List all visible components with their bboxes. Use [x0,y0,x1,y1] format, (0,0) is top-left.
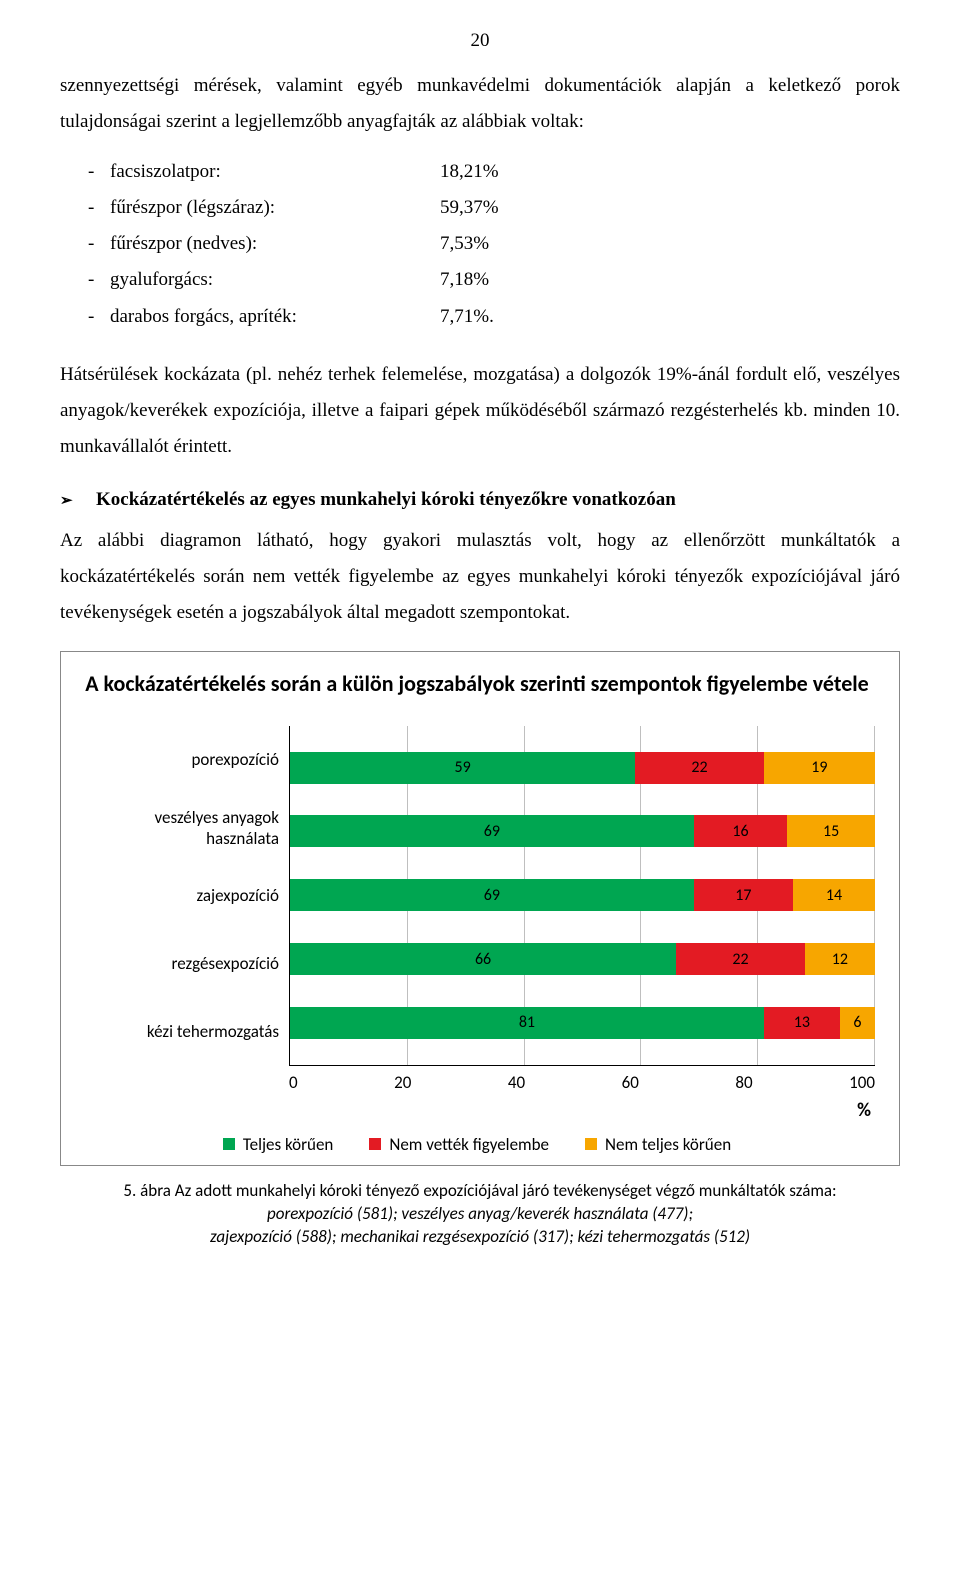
chart-category-label: veszélyes anyagok használata [79,798,279,858]
list-dash: - [88,190,110,226]
chart-legend: Teljes körűen Nem vették figyelembe Nem te… [79,1134,875,1155]
list-item: -fűrészpor (légszáraz):59,37% [88,190,900,226]
legend-swatch-icon [223,1138,235,1150]
chart-x-axis: 0 20 40 60 80 100 [289,1066,875,1093]
bar-segment: 22 [676,943,805,975]
bar-segment: 69 [290,815,694,847]
triangle-bullet-icon: ➢ [60,491,84,510]
list-item: -fűrészpor (nedves):7,53% [88,226,900,262]
legend-label: Nem teljes körűen [605,1134,731,1155]
list-label: gyaluforgács: [110,262,440,298]
chart-bars: 59221969161569171466221281136 [290,726,875,1065]
figure-number: 5. ábra [123,1180,174,1201]
bar-segment: 13 [764,1007,840,1039]
chart-y-axis-labels: porexpozíció veszélyes anyagok használata… [79,726,289,1066]
x-tick-label: 20 [394,1072,411,1093]
bar-segment: 12 [805,943,875,975]
list-value: 7,71%. [440,299,530,335]
figure-caption-line2: porexpozíció (581); veszélyes anyag/keve… [267,1203,693,1224]
figure-caption-line3: zajexpozíció (588); mechanikai rezgésexp… [210,1226,750,1247]
chart-title: A kockázatértékelés során a külön jogsza… [79,670,875,698]
x-tick-label: 40 [508,1072,525,1093]
legend-swatch-icon [585,1138,597,1150]
chart-category-label: rezgésexpozíció [172,934,279,994]
chart-plot-area: 59221969161569171466221281136 [289,726,875,1066]
bar-row: 662212 [290,943,875,975]
bar-segment: 15 [787,815,875,847]
list-label: fűrészpor (légszáraz): [110,190,440,226]
figure-caption: 5. ábra Az adott munkahelyi kóroki ténye… [60,1180,900,1249]
list-value: 59,37% [440,190,530,226]
legend-label: Teljes körűen [243,1134,334,1155]
x-tick-label: 0 [289,1072,298,1093]
legend-item: Teljes körűen [223,1134,334,1155]
x-tick-label: 80 [735,1072,752,1093]
list-item: -facsiszolatpor:18,21% [88,154,900,190]
bar-segment: 17 [694,879,793,911]
paragraph-back-injury: Hátsérülések kockázata (pl. nehéz terhek… [60,357,900,465]
list-dash: - [88,226,110,262]
legend-item: Nem vették figyelembe [369,1134,549,1155]
list-value: 18,21% [440,154,530,190]
list-item: -darabos forgács, apríték:7,71%. [88,299,900,335]
dust-list: -facsiszolatpor:18,21%-fűrészpor (légszá… [88,154,900,334]
x-tick-label: 60 [622,1072,639,1093]
legend-swatch-icon [369,1138,381,1150]
list-label: fűrészpor (nedves): [110,226,440,262]
page-number: 20 [60,30,900,52]
bar-segment: 81 [290,1007,764,1039]
list-dash: - [88,262,110,298]
list-dash: - [88,154,110,190]
section-heading: Kockázatértékelés az egyes munkahelyi kó… [96,489,676,511]
list-label: facsiszolatpor: [110,154,440,190]
risk-assessment-chart: A kockázatértékelés során a külön jogsza… [60,651,900,1166]
legend-item: Nem teljes körűen [585,1134,731,1155]
bar-row: 691615 [290,815,875,847]
x-tick-label: 100 [849,1072,875,1093]
list-dash: - [88,299,110,335]
legend-label: Nem vették figyelembe [389,1134,549,1155]
list-item: -gyaluforgács:7,18% [88,262,900,298]
chart-category-label: zajexpozíció [196,866,279,926]
paragraph-intro: szennyezettségi mérések, valamint egyéb … [60,68,900,140]
chart-percent-label: % [79,1099,871,1122]
chart-category-label: porexpozíció [191,730,279,790]
bar-segment: 69 [290,879,694,911]
list-label: darabos forgács, apríték: [110,299,440,335]
list-value: 7,53% [440,226,530,262]
bar-segment: 14 [793,879,875,911]
bar-row: 592219 [290,752,875,784]
paragraph-chart-intro: Az alábbi diagramon látható, hogy gyakor… [60,523,900,631]
bar-row: 691714 [290,879,875,911]
list-value: 7,18% [440,262,530,298]
bar-row: 81136 [290,1007,875,1039]
bar-segment: 66 [290,943,676,975]
bar-segment: 6 [840,1007,875,1039]
bar-segment: 16 [694,815,788,847]
bar-segment: 22 [635,752,764,784]
bar-segment: 19 [764,752,875,784]
chart-category-label: kézi tehermozgatás [147,1002,279,1062]
figure-caption-main: Az adott munkahelyi kóroki tényező expoz… [175,1180,837,1201]
bar-segment: 59 [290,752,635,784]
